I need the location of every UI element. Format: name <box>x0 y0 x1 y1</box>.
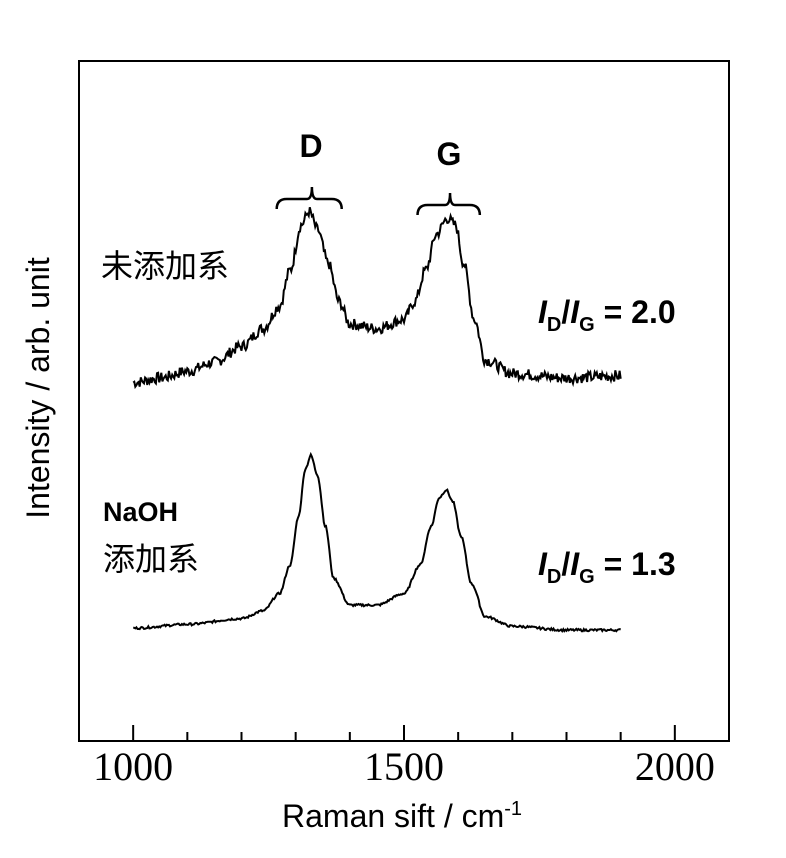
y-axis-title: Intensity / arb. unit <box>20 257 56 519</box>
series-2-label-naoh: NaOH <box>103 497 178 527</box>
x-tick-label-2000: 2000 <box>635 744 715 789</box>
x-axis-tick-labels: 1000 1500 2000 <box>93 744 715 789</box>
ratio-label-1: ID/IG = 2.0 <box>538 294 676 336</box>
series-1-label: 未添加系 <box>101 248 229 284</box>
x-tick-label-1500: 1500 <box>364 744 444 789</box>
peak-brackets <box>275 186 482 216</box>
x-axis-title: Raman sift / cm-1 <box>282 798 522 834</box>
ratio-label-2: ID/IG = 1.3 <box>538 546 676 588</box>
peak-bracket-d <box>275 186 343 210</box>
series-line-2 <box>133 451 621 633</box>
series-line-1 <box>132 206 622 390</box>
x-axis-ticks <box>132 725 676 741</box>
series-lines <box>132 206 622 633</box>
plot-frame <box>78 60 730 742</box>
series-2-label-line2: 添加系 <box>103 541 199 577</box>
peak-label-g: G <box>437 136 462 172</box>
x-tick-label-1000: 1000 <box>93 744 173 789</box>
peak-bracket-g <box>416 192 482 216</box>
peak-label-d: D <box>299 128 322 164</box>
